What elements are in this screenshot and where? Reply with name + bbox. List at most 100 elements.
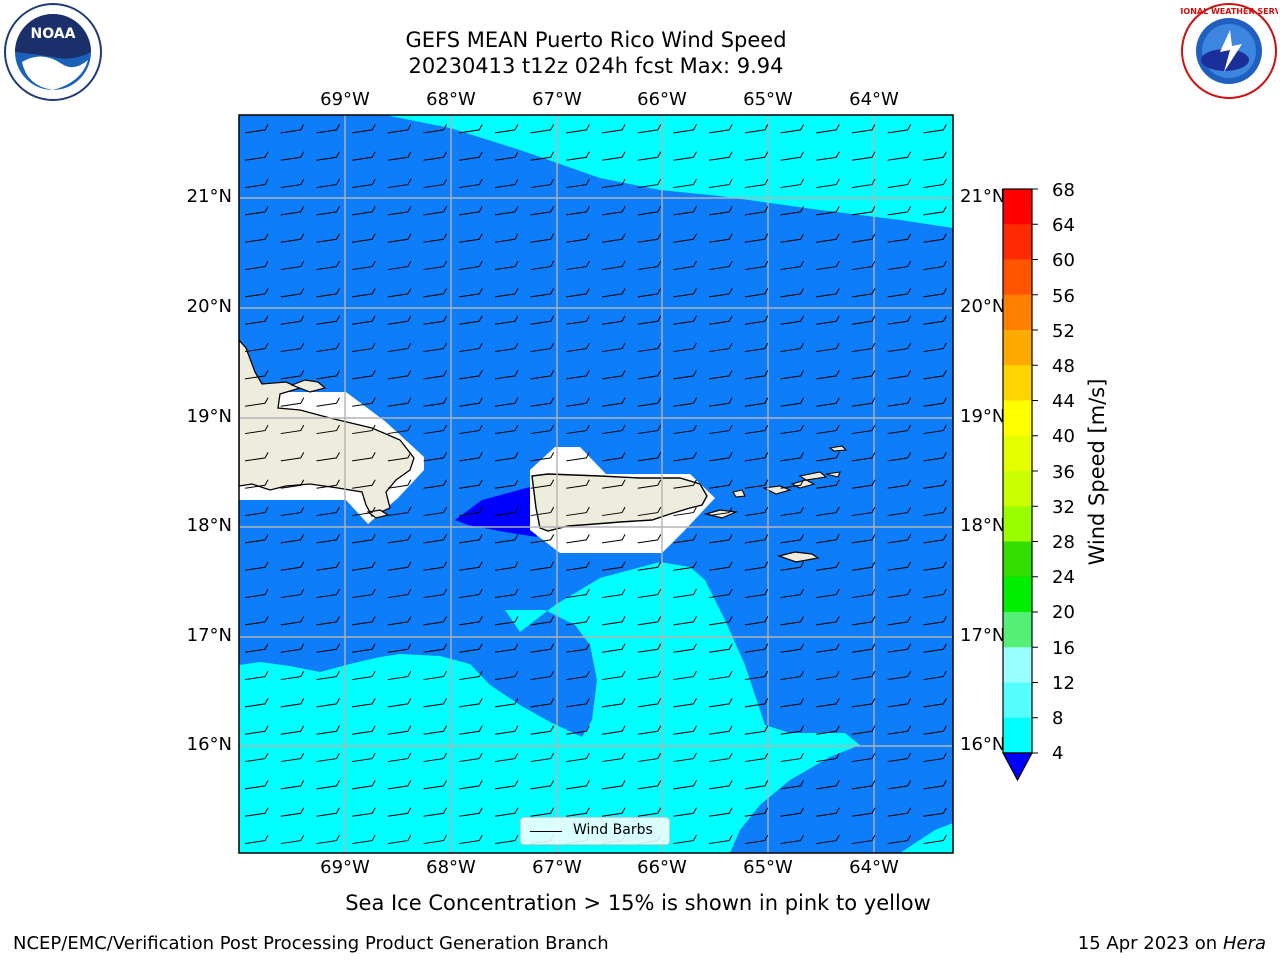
wind-barb [530, 725, 555, 735]
wind-barb [744, 506, 769, 517]
wind-barb [816, 452, 840, 462]
wind-barb [280, 124, 305, 134]
wind-barb [601, 124, 626, 134]
colorbar-tick-40: 40 [1052, 426, 1075, 447]
lon-label-top-69w: 69°W [320, 89, 370, 110]
footer-machine: Hera [1222, 933, 1266, 954]
wind-barb [244, 534, 269, 544]
lon-label-bottom-67w: 67°W [532, 857, 582, 878]
wind-barb [816, 780, 840, 790]
wind-barb [601, 807, 626, 817]
wind-barb [601, 479, 626, 489]
wind-barb [923, 588, 947, 599]
wind-barb [387, 506, 412, 517]
wind-barb [637, 561, 662, 571]
wind-barb [280, 807, 305, 817]
wind-barb [851, 807, 876, 817]
wind-barb [387, 452, 412, 462]
wind-barb [244, 233, 269, 243]
wind-barb [352, 124, 376, 134]
wind-barb [744, 534, 769, 544]
wind-barb [566, 206, 590, 216]
wind-barb [423, 506, 448, 517]
puerto-rico-land [531, 473, 708, 532]
wind-barb [423, 206, 448, 216]
colorbar-tick-44: 44 [1052, 391, 1075, 412]
wind-barb [780, 206, 805, 216]
wind-barb [887, 752, 912, 763]
wind-barb [423, 561, 448, 571]
wind-barb [494, 288, 519, 298]
wind-barb [673, 397, 697, 407]
wind-barb [851, 206, 876, 216]
wind-barb [673, 178, 697, 189]
wind-barb [352, 698, 376, 708]
wind-barb [887, 424, 912, 435]
wind-barb [673, 206, 697, 216]
wind-barb [423, 233, 448, 243]
wind-barb [387, 260, 412, 271]
wind-barb [601, 588, 626, 599]
wind-barb [887, 725, 912, 735]
colorbar-tick-52: 52 [1052, 321, 1075, 342]
wind-barb [459, 698, 483, 708]
wind-barb [780, 342, 805, 353]
wind-barb [923, 452, 947, 462]
lon-label-top-66w: 66°W [637, 89, 687, 110]
wind-barb [352, 616, 376, 626]
wind-barb [780, 479, 805, 489]
wind-barb [601, 233, 626, 243]
wind-barb [352, 178, 376, 189]
wind-barb [744, 752, 769, 763]
wind-barb [709, 288, 733, 298]
colorbar-tick-32: 32 [1052, 497, 1075, 518]
wind-barb [244, 151, 269, 161]
wind-barb [280, 616, 305, 626]
wind-barb [601, 397, 626, 407]
wind-barbs [244, 124, 947, 845]
wind-barb [851, 670, 876, 681]
wind-barb [459, 506, 483, 517]
colorbar-tick-4: 4 [1052, 743, 1064, 764]
wind-barb [816, 643, 840, 653]
wind-barb [244, 725, 269, 735]
wind-barb [851, 315, 876, 325]
wind-barb [780, 561, 805, 571]
wind-barb [494, 616, 519, 626]
wind-barb [851, 397, 876, 407]
wind-barb [887, 643, 912, 653]
wind-barb [816, 288, 840, 298]
wind-barb [887, 698, 912, 708]
wind-barb [530, 151, 555, 161]
wind-barb [673, 698, 697, 708]
wind-barb [530, 342, 555, 353]
wind-barb [744, 725, 769, 735]
wind-barb [459, 288, 483, 298]
wind-barb [816, 588, 840, 599]
wind-barb [566, 370, 590, 380]
wind-barb [673, 752, 697, 763]
wind-barb [744, 452, 769, 462]
wind-barb [423, 151, 448, 161]
wind-barb [244, 397, 269, 407]
wind-barb [566, 506, 590, 517]
wind-barb [673, 124, 697, 134]
wind-barb [709, 124, 733, 134]
wind-barb [387, 206, 412, 216]
wind-barb [709, 752, 733, 763]
wind-barb [387, 807, 412, 817]
wind-barb [851, 452, 876, 462]
wind-barb [744, 561, 769, 571]
colorbar-segment [1003, 435, 1032, 472]
colorbar-tick-56: 56 [1052, 286, 1075, 307]
wind-barb [816, 124, 840, 134]
wind-barb [459, 206, 483, 216]
lon-label-top-64w: 64°W [849, 89, 899, 110]
wind-barb [280, 233, 305, 243]
wind-barb [637, 616, 662, 626]
wind-barb [709, 233, 733, 243]
wind-barb [851, 342, 876, 353]
wind-barb [316, 124, 340, 134]
wind-barb [387, 288, 412, 298]
wind-barb [316, 397, 340, 407]
